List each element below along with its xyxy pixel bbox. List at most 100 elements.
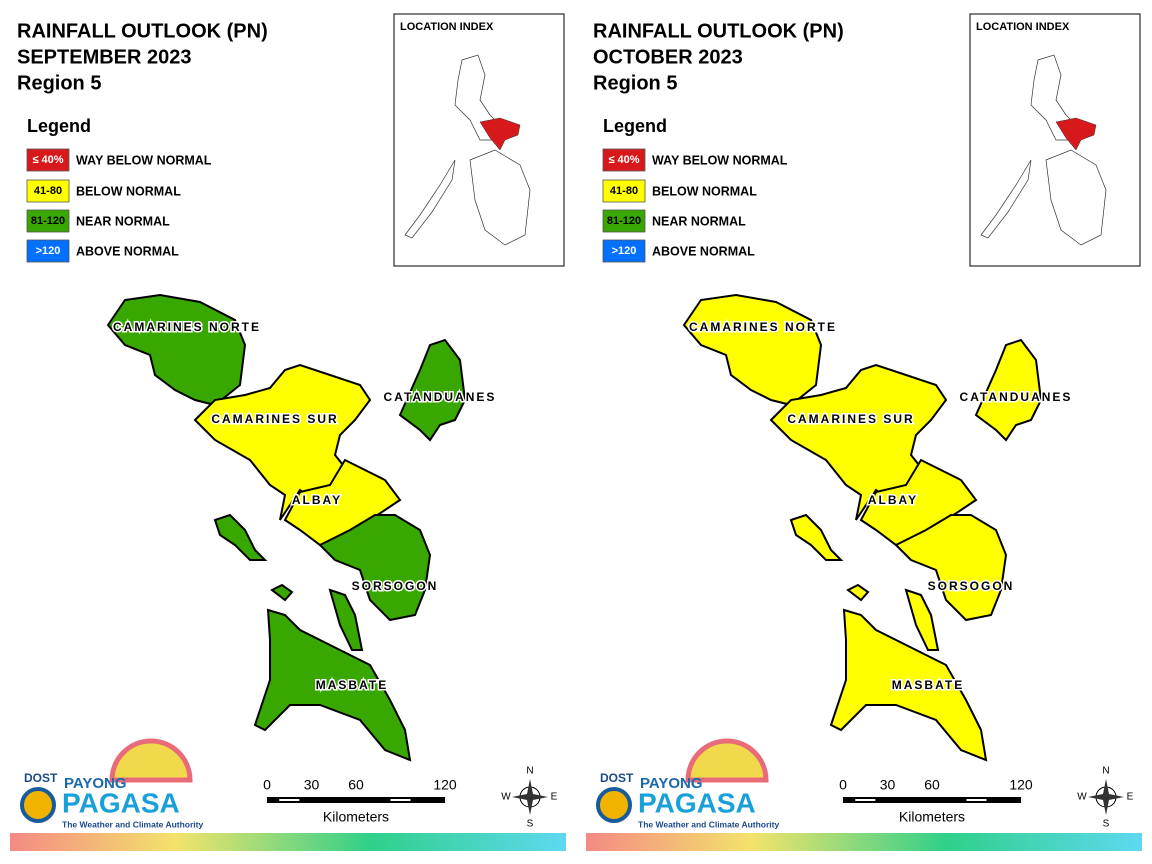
province-label: CAMARINES SUR <box>211 412 338 426</box>
province <box>682 293 823 407</box>
panel: RAINFALL OUTLOOK (PN) SEPTEMBER 2023 Regio… <box>10 13 566 851</box>
scale-bar <box>267 797 445 803</box>
legend-range: ≤ 40% <box>608 154 639 166</box>
province <box>398 338 467 442</box>
region: Region 5 <box>593 72 677 94</box>
compass-w: W <box>1077 792 1087 803</box>
legend-range: 41-80 <box>610 185 638 197</box>
inset-land <box>469 149 531 246</box>
scale-tick: 120 <box>433 777 457 793</box>
legend-label: ABOVE NORMAL <box>652 244 755 258</box>
scale-tick: 0 <box>263 777 271 793</box>
logo-tagline: The Weather and Climate Authority <box>638 819 779 829</box>
province <box>193 363 372 521</box>
legend-title: Legend <box>603 116 667 136</box>
scale-unit: Kilometers <box>323 809 389 825</box>
legend-swatch <box>26 239 70 263</box>
province <box>974 338 1043 442</box>
inset-land <box>1045 149 1107 246</box>
scale-segment <box>390 799 411 801</box>
legend-swatch <box>602 179 646 203</box>
inset-land <box>980 159 1032 239</box>
legend-label: BELOW NORMAL <box>76 184 181 198</box>
legend-swatch <box>26 209 70 233</box>
legend-swatch <box>26 148 70 172</box>
scale-tick: 30 <box>304 777 320 793</box>
province-label: ALBAY <box>868 493 918 507</box>
logo-umbrella <box>685 738 769 783</box>
legend-swatch <box>602 209 646 233</box>
province <box>769 363 948 521</box>
compass-s: S <box>1103 819 1110 830</box>
compass-n: N <box>1102 766 1109 777</box>
legend-range: 81-120 <box>607 215 641 227</box>
month: SEPTEMBER 2023 <box>17 46 192 68</box>
inset-region <box>479 117 521 151</box>
logo-dost: DOST <box>600 771 634 785</box>
province <box>253 608 412 762</box>
province <box>318 514 432 622</box>
scale-segment <box>279 799 300 801</box>
logo-tagline: The Weather and Climate Authority <box>62 819 203 829</box>
scale-tick: 60 <box>348 777 364 793</box>
island <box>328 588 364 651</box>
inset-title: LOCATION INDEX <box>400 21 494 33</box>
province-label: CATANDUANES <box>960 390 1073 404</box>
logo-pagasa: PAGASA <box>638 787 756 818</box>
scale-segment <box>966 799 987 801</box>
island <box>904 588 940 651</box>
logo-umbrella <box>109 738 193 783</box>
compass-e: E <box>551 792 558 803</box>
province <box>283 458 402 547</box>
scale-tick: 60 <box>924 777 940 793</box>
scale-bar <box>843 797 1021 803</box>
compass-star <box>512 779 548 815</box>
scale-tick: 30 <box>880 777 896 793</box>
legend-range: ≤ 40% <box>32 154 63 166</box>
legend-label: NEAR NORMAL <box>652 214 746 228</box>
province <box>106 293 247 407</box>
legend-swatch <box>602 148 646 172</box>
legend-swatch <box>26 179 70 203</box>
compass-star <box>1088 779 1124 815</box>
color-strip <box>586 833 1142 851</box>
month: OCTOBER 2023 <box>593 46 743 68</box>
province-label: ALBAY <box>292 493 342 507</box>
legend-range: 81-120 <box>31 215 65 227</box>
panel: RAINFALL OUTLOOK (PN) OCTOBER 2023 Region … <box>586 13 1142 851</box>
scale-segment <box>855 799 876 801</box>
logo-pagasa: PAGASA <box>62 787 180 818</box>
scale-tick: 120 <box>1009 777 1033 793</box>
inset-land <box>404 159 456 239</box>
inset-title: LOCATION INDEX <box>976 21 1070 33</box>
province-label: SORSOGON <box>352 579 439 593</box>
compass-e: E <box>1127 792 1134 803</box>
color-strip <box>10 833 566 851</box>
legend-label: NEAR NORMAL <box>76 214 170 228</box>
scale-tick: 0 <box>839 777 847 793</box>
logo-payong: PAYONG <box>64 775 127 792</box>
province-label: SORSOGON <box>928 579 1015 593</box>
legend-title: Legend <box>27 116 91 136</box>
province <box>859 458 978 547</box>
legend-label: ABOVE NORMAL <box>76 244 179 258</box>
legend-label: BELOW NORMAL <box>652 184 757 198</box>
inset-region <box>1055 117 1097 151</box>
legend-label: WAY BELOW NORMAL <box>76 153 212 167</box>
logo-payong: PAYONG <box>640 775 703 792</box>
logo-sun <box>596 787 632 823</box>
region: Region 5 <box>17 72 101 94</box>
province-label: CAMARINES SUR <box>787 412 914 426</box>
island <box>789 513 844 561</box>
compass-w: W <box>501 792 511 803</box>
island <box>846 583 870 602</box>
logo-dost: DOST <box>24 771 58 785</box>
province-label: MASBATE <box>892 678 964 692</box>
title: RAINFALL OUTLOOK (PN) <box>593 20 844 42</box>
province <box>894 514 1008 622</box>
compass-s: S <box>527 819 534 830</box>
province <box>829 608 988 762</box>
scale-unit: Kilometers <box>899 809 965 825</box>
province-label: CATANDUANES <box>384 390 497 404</box>
